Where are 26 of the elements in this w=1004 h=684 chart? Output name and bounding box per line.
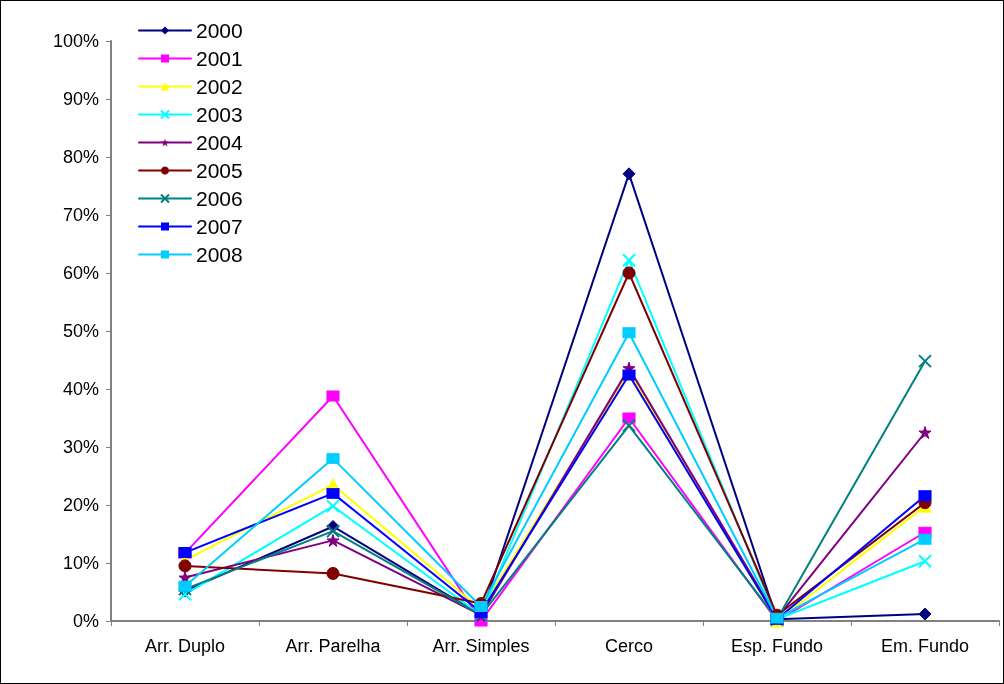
legend-label: 2007: [196, 215, 243, 238]
legend-label: 2004: [196, 131, 244, 154]
legend-label: 2001: [196, 47, 243, 70]
x-tick-label: Cerco: [604, 636, 654, 656]
legend-label: 2000: [196, 19, 243, 42]
legend-label: 2003: [196, 103, 243, 126]
y-tick-label: 50%: [62, 321, 99, 341]
x-tick-label: Em. Fundo: [880, 636, 970, 656]
y-tick-label: 70%: [62, 205, 99, 225]
y-tick-label: 60%: [62, 263, 99, 283]
legend-label: 2008: [196, 243, 243, 266]
y-tick-label: 10%: [62, 553, 99, 573]
legend-label: 2002: [196, 75, 243, 98]
y-tick-label: 0%: [72, 611, 99, 631]
x-tick-label: Esp. Fundo: [730, 636, 824, 656]
y-tick-label: 90%: [62, 89, 99, 109]
x-tick-label: Arr. Simples: [432, 636, 530, 656]
y-tick-label: 40%: [62, 379, 99, 399]
y-tick-label: 100%: [52, 31, 99, 51]
x-tick-label: Arr. Parelha: [285, 636, 382, 656]
y-tick-label: 80%: [62, 147, 99, 167]
legend-label: 2006: [196, 187, 243, 210]
y-tick-label: 30%: [62, 437, 99, 457]
legend-label: 2005: [196, 159, 243, 182]
y-tick-label: 20%: [62, 495, 99, 515]
x-tick-label: Arr. Duplo: [144, 636, 226, 656]
